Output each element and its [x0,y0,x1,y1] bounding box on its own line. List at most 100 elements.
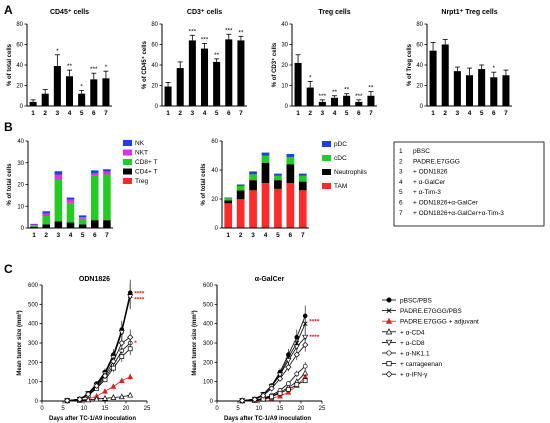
y-tick-label: 80 [16,22,23,28]
bar-segment-cd8-t [66,202,75,223]
bar-segment-pdc [236,184,245,186]
circle-open-marker [302,363,308,369]
bar [213,61,221,106]
triangle-filled-marker [277,392,283,399]
y-tick-label: 200 [203,360,214,366]
y-tick-label: 0 [215,226,219,232]
y-axis-title: Mean tumor size (mm³) [16,310,23,375]
x-tick-label: 20 [123,406,130,412]
x-tick-label: 5 [81,232,85,239]
bar [29,101,37,106]
diamond-open-marker [302,341,309,349]
group-number: 5 [399,189,403,196]
bar-chart-a1: CD45⁺ cells 0 20 40 60 80 % of total cells 1 2 * 3… [7,9,112,117]
series--ifn- [64,329,134,404]
y-tick-label: 100 [28,380,39,386]
x-tick-label: 6 [227,110,231,117]
panel-letter-c: C [4,262,13,276]
x-tick-label: 3 [251,232,255,239]
circle-open-marker [386,350,392,356]
group-number: 1 [399,148,403,155]
y-tick-label: 60 [151,43,158,49]
x-tick-label: 2 [239,232,243,239]
bar-segment-cdc [249,174,257,181]
legend-swatch [123,140,132,146]
significance-label: * [493,65,496,72]
significance-label: **** [134,297,145,304]
bar [78,93,86,106]
square-open-marker [269,394,274,400]
y-tick-label: 300 [28,341,39,347]
y-tick-label: 20 [281,63,288,69]
y-tick-label: 400 [203,322,214,328]
triangle-filled-marker [385,317,393,324]
x-tick-label: 3 [321,110,325,117]
diamond-open-marker [385,370,393,378]
x-tick-label: 4 [68,110,72,117]
bar-segment-tam [224,203,233,228]
legend-label: + α-IFN-γ [400,372,428,379]
bar-segment-cd4-t [78,224,87,228]
legend-label: PADRE.E7GGG + adjuvant [400,319,479,326]
bar-segment-cdc [298,175,307,182]
x-tick-label: 1 [296,110,300,117]
bar-segment-cd8-t [30,225,38,227]
y-tick-label: 20 [16,84,23,90]
bar-segment-tam [298,190,307,228]
bar [90,79,98,106]
y-tick-label: 400 [28,322,39,328]
bar-segment-nk [30,223,38,225]
legend-label: Neutrophils [334,169,368,176]
treatment-legend: pBSC/PBS PADRE.E7GGG/PBS PADRE.E7GGG + adj… [382,297,479,379]
x-tick-label: 4 [333,110,337,117]
diamond-open-marker [268,385,275,392]
legend-swatch [322,155,331,161]
y-axis-title: % of CD3⁺ cells [271,42,278,87]
y-tick-label: 40 [281,22,288,28]
x-tick-label: 6 [289,232,293,239]
triangle-down-open-marker [127,294,134,300]
x-tick-label: 7 [239,110,243,117]
bar [441,44,449,106]
significance-label: * [309,74,312,81]
diamond-open-marker [127,334,134,341]
y-tick-label: 40 [16,63,23,69]
diamond-open-marker [76,396,83,403]
x-tick-label: 20 [298,406,305,412]
x-tick-label: 2 [44,232,48,239]
x-tick-label: 5 [80,110,84,117]
bar-segment-tam [261,183,270,228]
legend-swatch [123,168,132,175]
bar [429,50,437,106]
bar-segment-cd8-t [78,218,87,225]
y-tick-label: 20 [151,84,158,90]
bar [367,95,375,106]
triangle-open-marker [302,369,309,376]
bar-segment-nk [91,170,99,173]
bar-segment-neutrophils [298,181,307,191]
significance-label: * [80,84,83,91]
diamond-open-marker [276,375,284,382]
bar-segment-nk [54,171,63,175]
bar-segment-cd4-t [66,222,75,228]
x-tick-label: 25 [144,406,151,412]
significance-label: **** [134,291,145,298]
bar-segment-cd8-t [42,216,50,225]
y-tick-label: 600 [28,283,39,289]
bar-segment-pdc [261,152,270,156]
x-tick-label: 6 [92,110,96,117]
y-tick-label: 0 [21,226,25,232]
y-tick-label: 80 [416,22,423,28]
triangle-down-open-marker [293,344,300,351]
legend-swatch [123,159,132,165]
group-number: 3 [399,169,403,176]
y-tick-label: 500 [203,302,214,308]
diamond-open-marker [293,351,300,358]
x-tick-label: 3 [57,232,61,239]
legend-label: CD8+ T [135,159,157,166]
legend-label: NK [135,140,145,147]
bar [343,95,351,106]
x-tick-label: 2 [178,110,182,117]
triangle-open-marker [127,391,134,398]
